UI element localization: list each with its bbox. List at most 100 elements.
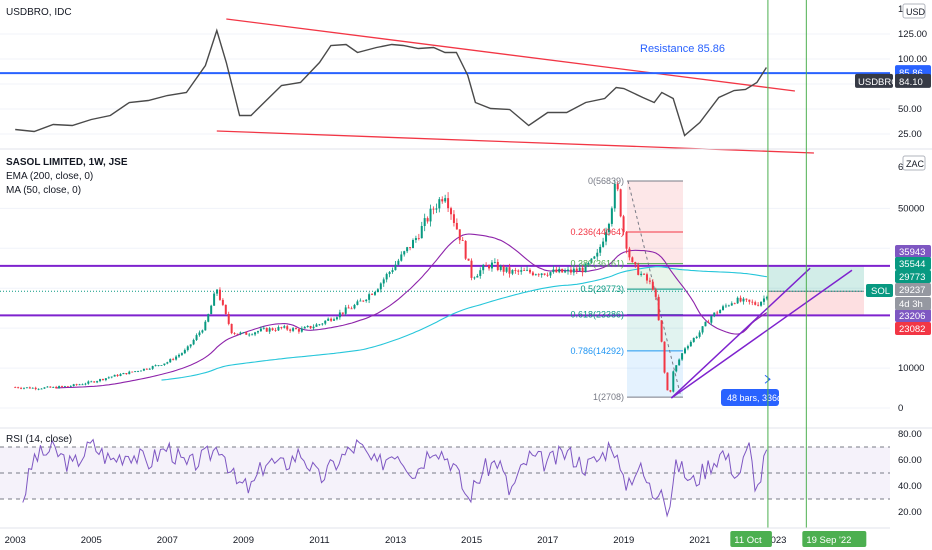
candle-body [692, 337, 695, 342]
candle-body [303, 327, 306, 329]
date-markers[interactable] [767, 0, 807, 528]
ema-legend[interactable]: EMA (200, close, 0) [6, 171, 93, 182]
candle-body [134, 371, 137, 372]
candle-body [294, 328, 297, 330]
candle-body [467, 258, 470, 261]
candle-body [75, 384, 78, 386]
bars-projection[interactable]: 48 bars, 336d [721, 374, 782, 406]
candle-body [72, 384, 75, 387]
candle-body [704, 321, 707, 327]
rsi-pane[interactable]: RSI (14, close) 20.00 40.00 60.00 80.00 [0, 429, 922, 518]
usdbro-price-line [15, 28, 767, 137]
candle-body [403, 251, 406, 255]
sasol-pane[interactable]: 48 bars, 336d 0(56839) 0.236(44064) 0.382(… [0, 155, 931, 414]
candle-body [350, 308, 353, 310]
usdbro-upper-trendline[interactable] [226, 18, 795, 92]
candle-body [371, 294, 374, 295]
candle-body [28, 387, 31, 389]
usdbro-legend[interactable]: USDBRO, IDC [6, 7, 72, 18]
candle-body [248, 334, 251, 336]
candle-body [376, 289, 379, 293]
candle-body [657, 296, 660, 321]
candle-body [581, 267, 584, 273]
candle-body [722, 306, 725, 311]
fibonacci-retracement[interactable] [627, 180, 683, 398]
candle-body [605, 232, 608, 242]
rsi-line [22, 438, 768, 518]
candle-body [286, 326, 289, 330]
rsi-legend[interactable]: RSI (14, close) [6, 434, 72, 445]
candle-body [701, 326, 704, 333]
candle-body [409, 247, 412, 249]
candle-body [78, 384, 81, 386]
candle-body [192, 339, 195, 345]
candle-body [628, 248, 631, 258]
usdbro-last-badge [895, 73, 931, 88]
candle-body [549, 272, 552, 276]
long-position-tool[interactable] [0, 266, 864, 316]
fib-zone [627, 314, 683, 351]
candle-body [359, 300, 362, 302]
fib-zone [627, 350, 683, 398]
candle-body [142, 368, 145, 371]
candle-body [429, 208, 432, 222]
candle-body [224, 304, 227, 314]
fib-level-label: 0.618(23386) [570, 310, 624, 320]
candle-body [34, 387, 37, 390]
candle-body [587, 262, 590, 265]
year-tick-label: 2005 [81, 535, 102, 546]
usdbro-pane[interactable]: Resistance 85.86 USDBRO, IDC 25.0050.007… [0, 0, 931, 154]
sasol-trendlines[interactable] [670, 267, 853, 399]
usdbro-symbol-badge-text: USDBRO [858, 77, 899, 88]
fib-level-label: 0(56839) [588, 176, 624, 186]
candle-body [643, 273, 646, 275]
candle-body [324, 320, 327, 324]
candle-body [590, 258, 593, 263]
candle-body [575, 268, 578, 271]
candle-body [265, 327, 268, 332]
usdbro-tick-label: 50.00 [898, 104, 922, 115]
ma-legend[interactable]: MA (50, close, 0) [6, 185, 81, 196]
candle-body [373, 292, 376, 295]
candle-body [450, 208, 453, 215]
candle-body [31, 387, 34, 389]
candle-body [584, 264, 587, 273]
sasol-tick-label: 0 [898, 403, 903, 414]
candle-body [178, 354, 181, 357]
rsi-band [0, 447, 890, 499]
sasol-countdown-badge [895, 297, 931, 310]
candle-body [292, 328, 295, 331]
candle-body [523, 270, 526, 271]
candle-body [137, 371, 140, 372]
candle-body [745, 298, 748, 300]
candle-body [695, 336, 698, 338]
fib-level-label: 0.5(29773) [580, 284, 624, 294]
time-axis-markers: 11 Oct 19 Sep '22 [730, 531, 867, 547]
candle-body [271, 328, 274, 331]
year-tick-label: 2009 [233, 535, 254, 546]
fib-level-label: 0.382(36161) [570, 259, 624, 269]
candle-body [52, 386, 55, 388]
candle-body [347, 307, 350, 309]
usd-currency-button[interactable] [902, 3, 926, 19]
sasol-legend-title[interactable]: SASOL LIMITED, 1W, JSE [6, 157, 128, 168]
candle-body [338, 312, 341, 318]
zac-currency-button[interactable] [902, 155, 926, 171]
candle-body [672, 371, 675, 392]
usdbro-tick-label: 25.00 [898, 129, 922, 140]
candle-body [432, 208, 435, 210]
time-axis[interactable]: 2003 2005 2007 2009 2011 2013 2015 2017 2019 2021… [5, 535, 863, 546]
candle-body [730, 303, 733, 306]
candle-body [195, 335, 198, 340]
rsi-axis[interactable]: 20.00 40.00 60.00 80.00 [898, 429, 922, 518]
candle-body [139, 370, 142, 372]
usdbro-resistance-annotation[interactable]: Resistance 85.86 [640, 43, 725, 55]
candle-body [385, 274, 388, 280]
sasol-price-badge [895, 283, 931, 296]
fib-zone [627, 232, 683, 264]
usdbro-tick-label: 125.00 [898, 29, 927, 40]
candle-body [163, 363, 166, 366]
candle-body [180, 353, 183, 355]
candle-body [87, 381, 90, 384]
